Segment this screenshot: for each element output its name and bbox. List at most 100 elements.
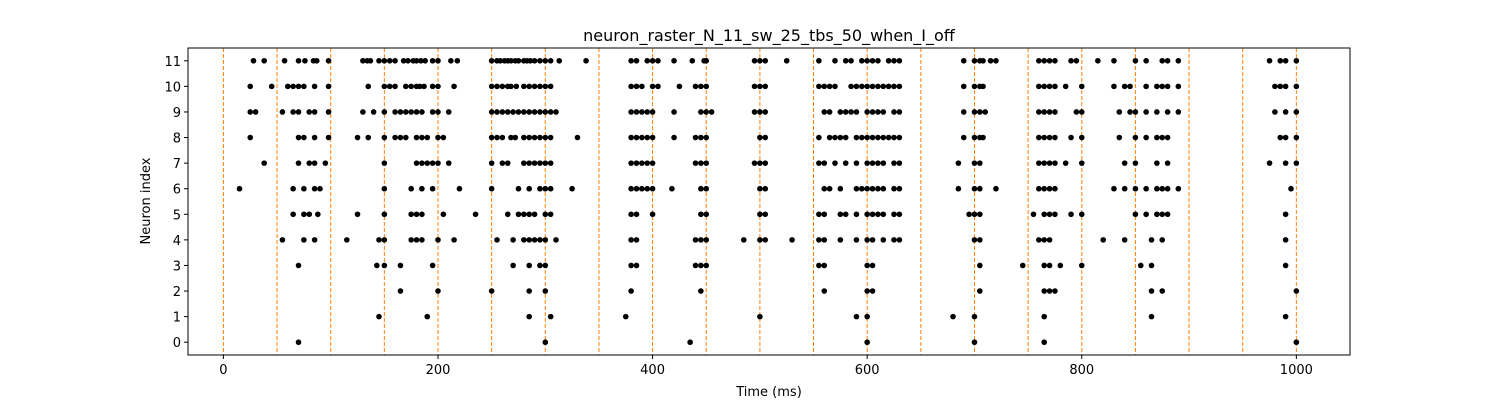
spike-point (633, 262, 640, 269)
spike-point (1078, 211, 1085, 218)
spike-point (762, 237, 769, 243)
spike-point (816, 160, 822, 166)
spike-point (413, 134, 420, 141)
spike-point (971, 57, 978, 64)
spike-point (386, 83, 393, 90)
spike-point (649, 134, 656, 141)
spike-point (832, 134, 838, 141)
y-tick-label: 7 (173, 157, 181, 172)
spike-point (1282, 262, 1289, 269)
x-tick-label: 400 (640, 363, 665, 378)
spike-point (859, 185, 865, 192)
spike-point (381, 185, 388, 192)
spike-point (311, 83, 318, 90)
spike-point (639, 109, 645, 115)
spike-point (1132, 185, 1139, 192)
spike-point (236, 185, 243, 192)
spike-point (842, 211, 849, 218)
spike-point (1036, 185, 1042, 192)
spike-point (633, 57, 640, 64)
spike-point (628, 134, 634, 141)
spike-point (703, 109, 710, 115)
spike-point (816, 262, 822, 269)
spike-point (703, 211, 710, 218)
spike-point (301, 211, 307, 218)
spike-point (1052, 83, 1058, 90)
spike-point (1052, 160, 1058, 166)
spike-point (268, 83, 275, 90)
spike-point (537, 109, 543, 115)
spike-point (1062, 160, 1069, 166)
spike-point (1046, 83, 1053, 90)
spike-point (376, 313, 382, 320)
spike-point (1293, 288, 1300, 294)
spike-point (542, 83, 549, 90)
spike-point (1111, 57, 1117, 64)
spike-point (376, 237, 382, 243)
spike-point (531, 83, 538, 90)
spike-point (416, 83, 423, 90)
spike-point (864, 288, 870, 294)
spike-point (494, 134, 500, 141)
spike-point (1282, 237, 1289, 243)
spike-point (521, 160, 527, 166)
spike-point (816, 134, 822, 141)
spike-point (1143, 185, 1149, 192)
spike-point (703, 83, 710, 90)
spike-point (508, 57, 514, 64)
spike-point (295, 109, 302, 115)
spike-point (1078, 134, 1085, 141)
spike-point (325, 109, 332, 115)
spike-point (628, 288, 634, 294)
spike-point (1293, 83, 1300, 90)
spike-point (692, 134, 699, 141)
spike-point (542, 339, 549, 346)
spike-point (301, 134, 307, 141)
spike-point (547, 83, 554, 90)
spike-point (649, 160, 656, 166)
spike-point (671, 57, 677, 64)
spike-point (547, 160, 554, 166)
spike-point (526, 160, 532, 166)
spike-point (826, 83, 833, 90)
spike-point (397, 109, 404, 115)
spike-point (628, 57, 634, 64)
spike-point (381, 262, 388, 269)
spike-point (419, 185, 425, 192)
spike-point (1282, 313, 1289, 320)
spike-point (515, 109, 522, 115)
spike-point (435, 134, 441, 141)
spike-point (488, 109, 495, 115)
spike-point (821, 160, 828, 166)
spike-point (1052, 185, 1058, 192)
spike-point (445, 109, 452, 115)
spike-point (875, 211, 881, 218)
spike-point (633, 185, 640, 192)
spike-point (633, 160, 640, 166)
spike-point (853, 134, 860, 141)
spike-point (977, 160, 983, 166)
spike-point (454, 57, 461, 64)
spike-point (386, 57, 393, 64)
spike-point (1068, 134, 1074, 141)
spike-point (676, 83, 683, 90)
spike-point (392, 83, 398, 90)
spike-point (408, 109, 414, 115)
spike-point (397, 288, 404, 294)
spike-point (1078, 160, 1085, 166)
spike-point (313, 57, 320, 64)
spike-point (1272, 109, 1278, 115)
spike-point (977, 185, 983, 192)
spike-point (655, 57, 661, 64)
spike-point (302, 57, 308, 64)
spike-point (325, 57, 332, 64)
spike-point (1143, 134, 1149, 141)
spike-point (628, 109, 634, 115)
spike-point (1277, 134, 1284, 141)
spike-point (960, 134, 967, 141)
spike-point (848, 109, 854, 115)
spike-point (419, 134, 425, 141)
spike-point (392, 109, 398, 115)
spike-point (301, 237, 307, 243)
